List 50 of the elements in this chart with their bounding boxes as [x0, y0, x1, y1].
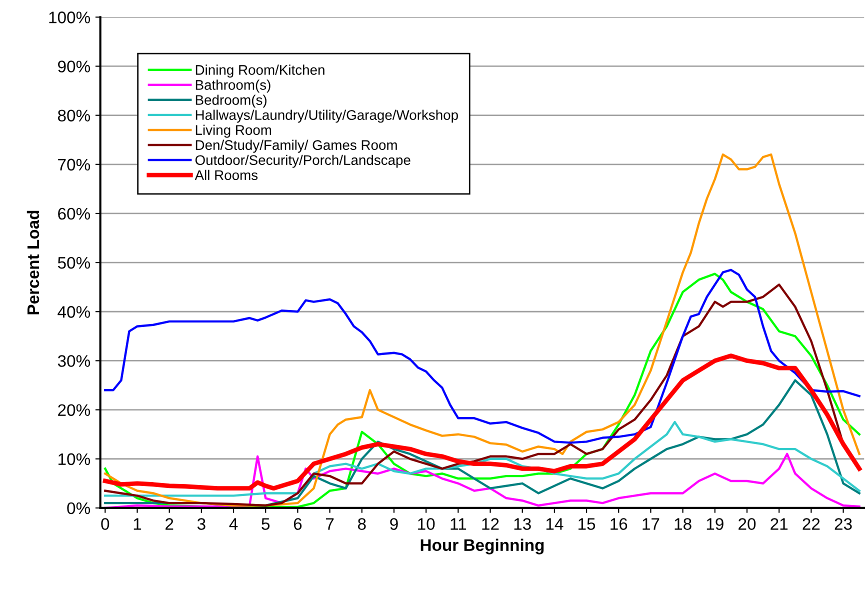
y-tick-label: 70% [58, 158, 90, 171]
x-tick-label: 22 [802, 518, 820, 530]
x-tick-label: 20 [738, 518, 756, 530]
y-tick-label: 0% [67, 502, 90, 514]
line-series [102, 354, 862, 491]
legend-label: Dining Room/Kitchen [196, 64, 324, 78]
y-tick-label: 30% [58, 355, 90, 367]
x-tick-label: 8 [358, 518, 366, 530]
y-tick-label: 20% [58, 404, 90, 416]
legend-label: Bathroom(s) [196, 80, 270, 93]
legend-label: Outdoor/Security/Porch/Landscape [195, 154, 410, 168]
line-series [104, 452, 860, 508]
x-tick-label: 11 [450, 518, 466, 530]
x-tick-label: 0 [101, 518, 110, 530]
legend-label: Living Room [196, 124, 272, 138]
x-tick-label: 21 [770, 518, 788, 530]
x-tick-label: 13 [514, 518, 531, 530]
x-tick-label: 3 [197, 518, 206, 530]
legend-label: Bedroom(s) [196, 94, 266, 108]
x-tick-label: 5 [262, 518, 270, 530]
x-tick-label: 19 [706, 518, 724, 530]
x-tick-label: 18 [674, 518, 692, 530]
x-tick-label: 16 [610, 518, 628, 530]
x-tick-label: 15 [578, 518, 596, 530]
line-series [104, 420, 860, 497]
x-tick-label: 6 [294, 518, 302, 530]
y-tick-label: 90% [58, 60, 90, 72]
x-tick-label: 12 [482, 518, 499, 530]
line-series [104, 268, 860, 444]
y-tick-label: 100% [49, 12, 90, 24]
x-tick-label: 14 [546, 518, 564, 530]
line-series [104, 153, 860, 507]
y-tick-label: 50% [58, 256, 90, 269]
x-tick-label: 2 [166, 518, 174, 530]
y-tick-label: 60% [58, 208, 90, 220]
x-tick-label: 7 [326, 518, 334, 530]
x-tick-label: 23 [834, 518, 852, 530]
x-tick-label: 1 [134, 518, 142, 530]
y-tick-label: 10% [58, 453, 90, 466]
x-axis-title: Hour Beginning [420, 538, 544, 554]
y-axis-title: Percent Load [26, 210, 40, 314]
x-tick-label: 4 [229, 518, 238, 530]
legend-label: Hallways/Laundry/Utility/Garage/Workshop [196, 110, 458, 123]
legend-label: All Rooms [194, 170, 258, 180]
x-tick-label: 9 [390, 518, 398, 530]
x-tick-label: 10 [418, 518, 435, 530]
y-tick-label: 40% [58, 306, 90, 318]
y-tick-label: 80% [58, 110, 90, 122]
legend-label: Den/Study/Family/ Games Room [196, 140, 397, 153]
x-tick-label: 17 [642, 518, 660, 530]
